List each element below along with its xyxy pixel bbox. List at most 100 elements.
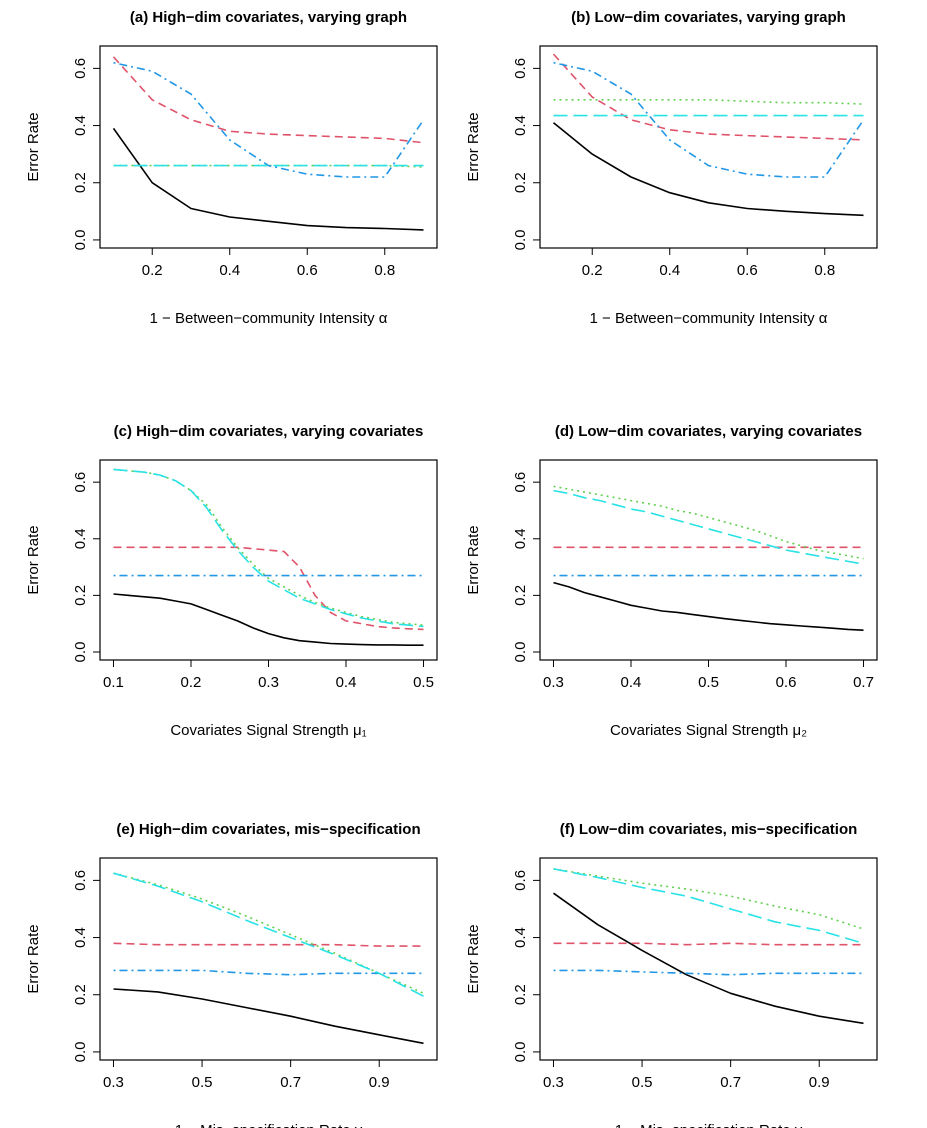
x-tick-label: 0.2 bbox=[181, 674, 202, 691]
series-line-black bbox=[112, 127, 424, 231]
y-tick-label: 0.4 bbox=[512, 528, 529, 549]
y-tick-label: 0.6 bbox=[512, 58, 529, 79]
y-tick-label: 0.6 bbox=[512, 472, 529, 493]
series-line-black bbox=[552, 122, 864, 217]
x-axis-label: Covariates Signal Strength μ₂ bbox=[610, 722, 807, 739]
series-line-cyan bbox=[113, 468, 424, 628]
series-line-red bbox=[553, 942, 864, 946]
x-tick-label: 0.3 bbox=[258, 674, 279, 691]
x-tick-label: 0.5 bbox=[698, 674, 719, 691]
plot-frame bbox=[539, 45, 878, 249]
y-axis-label: Error Rate bbox=[465, 112, 482, 181]
y-tick-label: 0.4 bbox=[512, 115, 529, 136]
y-tick-label: 0.0 bbox=[72, 1041, 89, 1062]
y-tick-label: 0.6 bbox=[512, 870, 529, 891]
x-tick-label: 0.5 bbox=[413, 674, 434, 691]
series-line-red bbox=[113, 546, 424, 631]
y-tick-label: 0.2 bbox=[72, 984, 89, 1005]
x-tick-label: 0.2 bbox=[142, 262, 163, 279]
series-line-red bbox=[112, 56, 424, 144]
x-tick-label: 0.7 bbox=[280, 1074, 301, 1091]
y-tick-label: 0.2 bbox=[72, 172, 89, 193]
x-axis-label: Covariates Signal Strength μ₁ bbox=[170, 722, 366, 739]
series-line-blue bbox=[553, 61, 865, 178]
series-line-black bbox=[553, 581, 864, 631]
x-tick-label: 0.8 bbox=[374, 262, 395, 279]
panel-e: (e) High−dim covariates, mis−specificati… bbox=[25, 821, 438, 1128]
panel-title: (b) Low−dim covariates, varying graph bbox=[571, 9, 846, 26]
series-line-black bbox=[553, 892, 864, 1025]
panel-title: (e) High−dim covariates, mis−specificati… bbox=[116, 821, 420, 838]
y-tick-label: 0.2 bbox=[512, 984, 529, 1005]
series-line-cyan bbox=[553, 489, 864, 565]
series-line-green bbox=[113, 468, 424, 626]
series-line-cyan bbox=[553, 868, 864, 945]
y-tick-label: 0.4 bbox=[72, 528, 89, 549]
series-line-green bbox=[553, 99, 864, 105]
plot-frame bbox=[99, 857, 438, 1061]
panel-a: (a) High−dim covariates, varying graph 0.… bbox=[25, 9, 438, 327]
x-tick-label: 0.7 bbox=[853, 674, 874, 691]
y-axis-label: Error Rate bbox=[25, 525, 42, 594]
plot-frame bbox=[99, 45, 438, 249]
x-tick-label: 0.8 bbox=[814, 262, 835, 279]
y-tick-label: 0.0 bbox=[512, 642, 529, 663]
x-tick-label: 0.1 bbox=[103, 674, 124, 691]
plot-frame bbox=[539, 459, 878, 661]
panel-f: (f) Low−dim covariates, mis−specificatio… bbox=[465, 821, 878, 1128]
y-tick-label: 0.0 bbox=[512, 1041, 529, 1062]
panel-d: (d) Low−dim covariates, varying covariat… bbox=[465, 423, 878, 739]
y-axis-label: Error Rate bbox=[25, 112, 42, 181]
series-line-red bbox=[552, 53, 864, 141]
y-tick-label: 0.6 bbox=[72, 870, 89, 891]
series-line-black bbox=[113, 593, 424, 647]
y-tick-label: 0.6 bbox=[72, 472, 89, 493]
x-tick-label: 0.4 bbox=[336, 674, 357, 691]
panel-title: (c) High−dim covariates, varying covaria… bbox=[114, 423, 424, 440]
x-axis-label: 1 − Between−community Intensity α bbox=[590, 310, 828, 327]
x-tick-label: 0.6 bbox=[776, 674, 797, 691]
series-line-black bbox=[113, 988, 424, 1045]
series-line-cyan bbox=[113, 872, 424, 997]
x-tick-label: 0.6 bbox=[737, 262, 758, 279]
panel-c: (c) High−dim covariates, varying covaria… bbox=[25, 423, 438, 739]
x-tick-label: 0.6 bbox=[297, 262, 318, 279]
series-line-blue bbox=[553, 969, 864, 976]
x-axis-label: 1 − Between−community Intensity α bbox=[150, 310, 388, 327]
y-tick-label: 0.4 bbox=[72, 927, 89, 948]
series-line-blue bbox=[113, 969, 424, 976]
y-tick-label: 0.2 bbox=[512, 585, 529, 606]
x-tick-label: 0.2 bbox=[582, 262, 603, 279]
y-tick-label: 0.0 bbox=[72, 229, 89, 250]
y-tick-label: 0.6 bbox=[72, 58, 89, 79]
x-tick-label: 0.3 bbox=[543, 674, 564, 691]
x-tick-label: 0.5 bbox=[632, 1074, 653, 1091]
x-axis-label: 1 − Mis−specification Rate γ bbox=[615, 1122, 803, 1128]
series-line-green bbox=[113, 164, 424, 168]
y-tick-label: 0.4 bbox=[72, 115, 89, 136]
y-axis-label: Error Rate bbox=[465, 924, 482, 993]
x-tick-label: 0.9 bbox=[809, 1074, 830, 1091]
x-tick-label: 0.7 bbox=[720, 1074, 741, 1091]
series-line-blue bbox=[113, 61, 425, 178]
plot-frame bbox=[99, 459, 438, 661]
x-tick-label: 0.4 bbox=[659, 262, 680, 279]
y-tick-label: 0.0 bbox=[72, 642, 89, 663]
panel-b: (b) Low−dim covariates, varying graph 0.2… bbox=[465, 9, 878, 327]
plot-frame bbox=[539, 857, 878, 1061]
y-tick-label: 0.2 bbox=[512, 172, 529, 193]
series-line-green bbox=[553, 868, 864, 930]
y-tick-label: 0.0 bbox=[512, 229, 529, 250]
panel-title: (d) Low−dim covariates, varying covariat… bbox=[555, 423, 862, 440]
y-axis-label: Error Rate bbox=[465, 525, 482, 594]
y-tick-label: 0.4 bbox=[512, 927, 529, 948]
x-tick-label: 0.9 bbox=[369, 1074, 390, 1091]
panel-title: (a) High−dim covariates, varying graph bbox=[130, 9, 407, 26]
y-axis-label: Error Rate bbox=[25, 924, 42, 993]
y-tick-label: 0.2 bbox=[72, 585, 89, 606]
panel-title: (f) Low−dim covariates, mis−specificatio… bbox=[560, 821, 858, 838]
x-tick-label: 0.5 bbox=[192, 1074, 213, 1091]
x-tick-label: 0.3 bbox=[103, 1074, 124, 1091]
x-tick-label: 0.3 bbox=[543, 1074, 564, 1091]
x-axis-label: 1 − Mis−specification Rate γ bbox=[175, 1122, 363, 1128]
